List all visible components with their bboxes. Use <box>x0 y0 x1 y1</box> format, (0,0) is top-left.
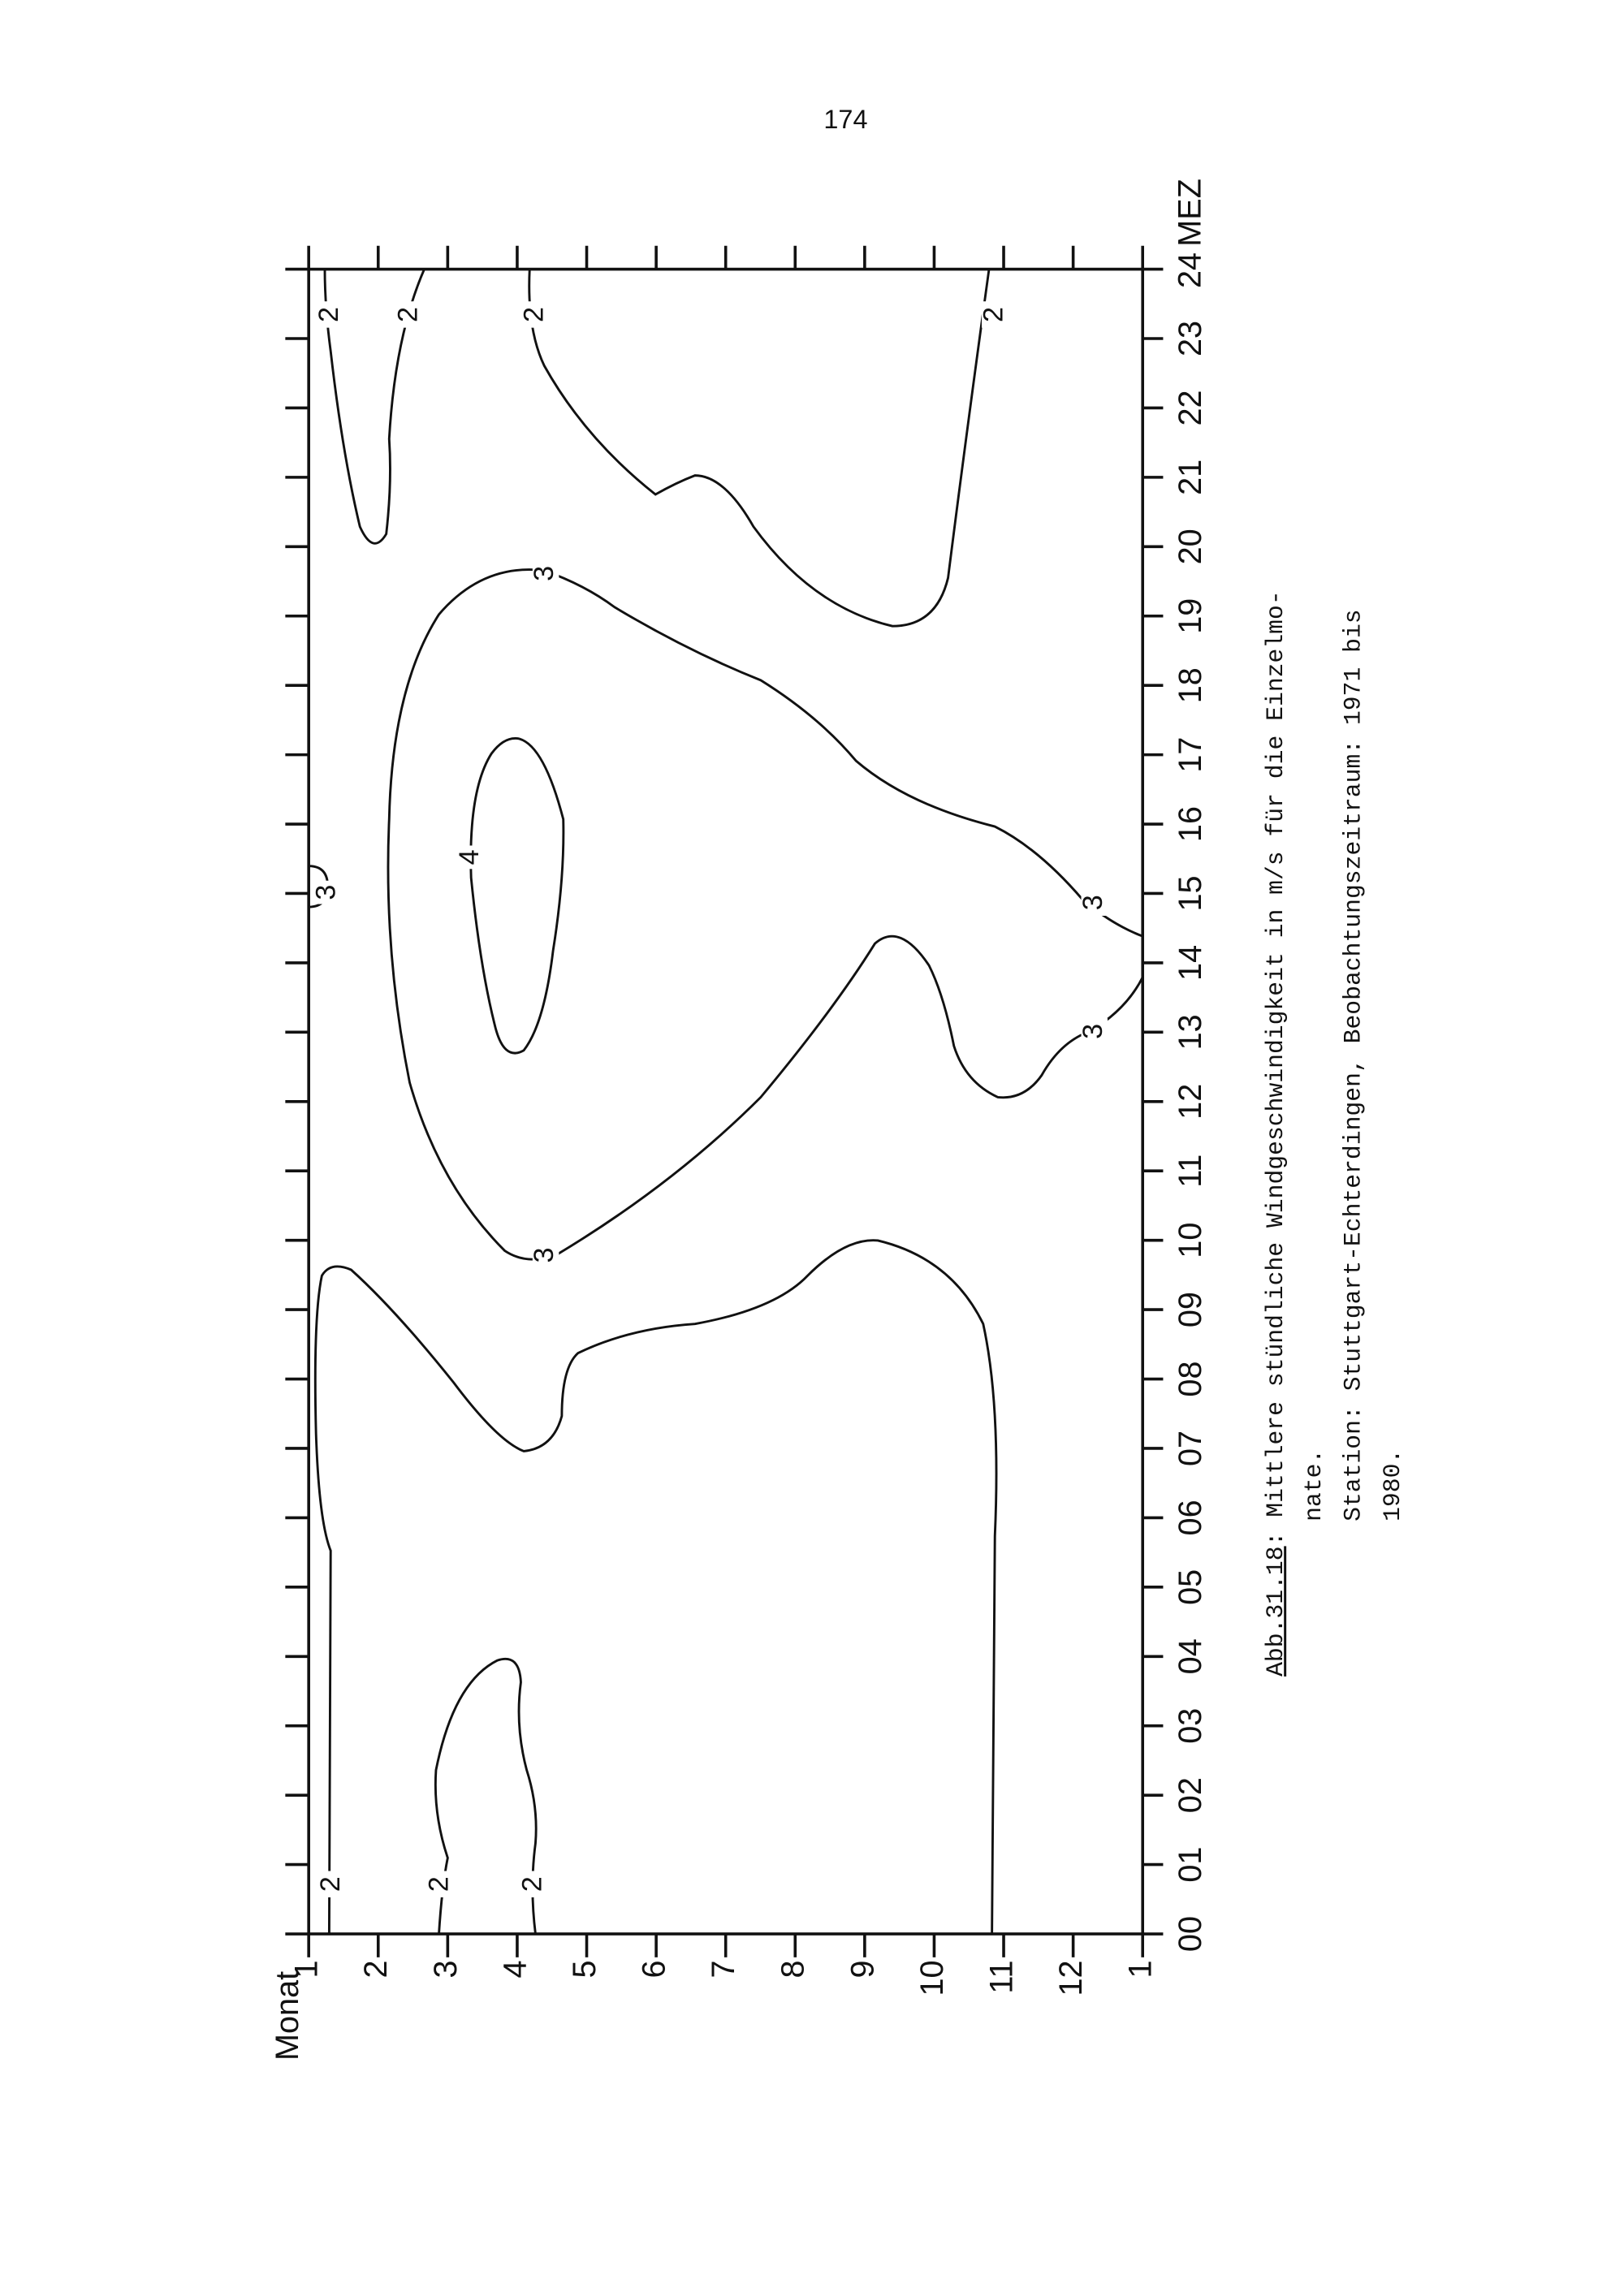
axes: 1 2 3 4 5 6 7 8 9 10 11 12 1000102030405060708091011… <box>285 179 1208 1996</box>
hour-tick-label: 01 <box>1173 1847 1208 1883</box>
month-tick-label: 3 <box>428 1960 464 1978</box>
month-tick-label: 2 <box>358 1960 394 1978</box>
hour-tick-label: 24 MEZ <box>1173 179 1208 288</box>
figure: 1 2 3 4 5 6 7 8 9 10 11 12 1000102030405060708091011… <box>270 179 1208 2061</box>
month-tick-label: 8 <box>775 1960 811 1978</box>
hour-tick-label: 03 <box>1173 1708 1208 1744</box>
label-gap <box>1081 1018 1108 1045</box>
label-gap <box>317 880 339 904</box>
month-tick-label: 9 <box>844 1960 880 1978</box>
hour-tick-label: 06 <box>1173 1500 1208 1535</box>
hour-tick-label: 11 <box>1173 1154 1208 1188</box>
hour-tick-label: 02 <box>1173 1777 1208 1813</box>
contour-2 <box>323 268 425 545</box>
month-tick-label: 6 <box>637 1960 672 1978</box>
contour-label: 2 <box>519 307 550 322</box>
caption-line: nate. <box>1300 1449 1328 1521</box>
label-gap <box>396 301 423 328</box>
caption-text: : Mittlere stündliche Windgeschwindigkei… <box>1262 590 1289 1546</box>
month-tick-label: 5 <box>567 1960 603 1978</box>
label-gap <box>427 1871 454 1897</box>
hour-tick-label: 10 <box>1173 1223 1208 1258</box>
caption-line: 1980. <box>1379 1449 1406 1521</box>
hour-tick-label: 22 <box>1173 390 1208 425</box>
contour-2 <box>528 269 991 628</box>
plot-frame <box>307 267 1145 1936</box>
label-gap <box>982 301 1009 328</box>
hour-tick-label: 08 <box>1173 1361 1208 1396</box>
hour-tick-label: 04 <box>1173 1638 1208 1674</box>
contour-label: 3 <box>529 566 559 581</box>
label-gap <box>317 301 344 328</box>
contour-label: 2 <box>517 1876 548 1892</box>
month-tick-label: 11 <box>984 1960 1020 1993</box>
hour-tick-label: 17 <box>1173 737 1208 773</box>
label-gap <box>1081 889 1108 916</box>
label-gap <box>522 301 549 328</box>
figure-number: Abb.31.18 <box>1262 1546 1289 1677</box>
hour-tick-label: 13 <box>1173 1014 1208 1050</box>
month-tick-label: 1 <box>289 1960 325 1978</box>
caption-line: Station: Stuttgart-Echterdingen, Beobach… <box>1340 609 1367 1521</box>
contour-3 <box>387 568 1144 1261</box>
label-gap <box>532 1241 559 1269</box>
contour-label: 3 <box>1078 895 1108 910</box>
hour-tick-label: 07 <box>1173 1431 1208 1466</box>
hour-tick-label: 15 <box>1173 875 1208 911</box>
y-axis-label: Monat <box>270 1971 305 2061</box>
contour-4 <box>469 737 565 1055</box>
contour-2 <box>434 1657 538 1935</box>
contour-label: 2 <box>313 307 344 322</box>
contour-label: 4 <box>454 849 485 865</box>
hour-tick-label: 18 <box>1173 667 1208 703</box>
contour-label: 3 <box>1078 1024 1108 1039</box>
hour-tick-label: 05 <box>1173 1569 1208 1605</box>
hour-unit: MEZ <box>1173 179 1208 247</box>
label-gap <box>520 1871 547 1897</box>
caption: Abb.31.18: Mittlere stündliche Windgesch… <box>1262 590 1406 1677</box>
contour-2 <box>313 1239 998 1935</box>
label-gap <box>318 1871 346 1897</box>
caption-line: Abb.31.18: Mittlere stündliche Windgesch… <box>1262 590 1289 1677</box>
contour-label: 2 <box>393 307 424 322</box>
hour-tick-label: 12 <box>1173 1084 1208 1120</box>
month-tick-label: 1 <box>1123 1960 1159 1978</box>
contour-label: 2 <box>315 1876 346 1892</box>
month-tick-label: 10 <box>914 1960 950 1996</box>
label-gap <box>532 560 559 587</box>
hour-tick-label: 20 <box>1173 529 1208 564</box>
hour-tick-label: 19 <box>1173 598 1208 634</box>
hour-tick-label: 14 <box>1173 945 1208 981</box>
contour-label: 2 <box>978 307 1009 322</box>
hour-tick-label: 09 <box>1173 1292 1208 1327</box>
hour-tick-label: 21 <box>1173 460 1208 495</box>
hour-tick-label: 23 <box>1173 321 1208 356</box>
hour-tick-label: 00 <box>1173 1916 1208 1952</box>
label-gap <box>460 845 482 870</box>
contour-label: 2 <box>423 1876 454 1892</box>
month-tick-label: 7 <box>706 1960 741 1978</box>
page-number: 174 <box>823 105 867 134</box>
hour-tick-text: 24 <box>1173 252 1208 288</box>
hour-tick-label: 16 <box>1173 806 1208 842</box>
contour-labels: 2 2 2 2 2 2 2 3 3 3 3 3 4 <box>311 301 1108 1897</box>
contour-label: 3 <box>311 885 342 900</box>
month-tick-label: 12 <box>1053 1960 1089 1996</box>
contour-label: 3 <box>529 1247 559 1262</box>
month-tick-label: 4 <box>497 1960 533 1978</box>
